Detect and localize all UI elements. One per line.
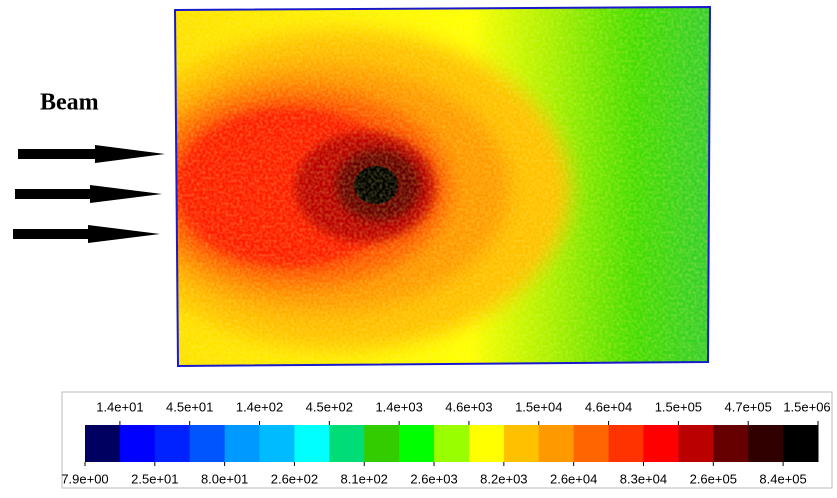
colorbar-tick-label: 8.1e+02	[341, 471, 388, 486]
colorbar-tick-label: 4.5e+01	[166, 399, 213, 414]
colorbar-tick-label: 4.7e+05	[725, 399, 772, 414]
colorbar-tick-label: 2.6e+03	[410, 471, 457, 486]
arrow	[18, 145, 165, 163]
beam-label: Beam	[40, 90, 99, 116]
colorbar-tick-label: 7.9e+00	[61, 471, 108, 486]
colorbar-tick-label: 4.5e+02	[306, 399, 353, 414]
arrow	[15, 185, 162, 203]
heatmap-field	[175, 7, 710, 366]
colorbar-tick-label: 2.6e+04	[550, 471, 597, 486]
colorbar-segment	[329, 425, 365, 462]
colorbar-segment	[538, 425, 575, 462]
colorbar-tick-label: 4.6e+03	[445, 399, 492, 414]
colorbar-segment	[189, 425, 226, 462]
colorbar-segment	[713, 425, 749, 462]
domain-border	[173, 5, 712, 368]
colorbar-tick-label: 4.6e+04	[585, 399, 632, 414]
colorbar-tick-label: 1.4e+01	[96, 399, 143, 414]
colorbar-segment	[434, 425, 470, 462]
colorbar-tick-label: 8.3e+04	[620, 471, 667, 486]
colorbar-tick-label: 1.5e+06	[783, 399, 830, 414]
colorbar: 7.9e+00 1.4e+01 2.5e+01 4.5e+01 8.0e+01 1.4e+…	[61, 399, 830, 486]
colorbar-tick-label: 1.4e+02	[236, 399, 283, 414]
colorbar-segment	[224, 425, 261, 462]
colorbar-segment	[608, 425, 644, 462]
colorbar-panel	[61, 391, 833, 489]
colorbar-tick-label: 8.0e+01	[201, 471, 248, 486]
colorbar-segment	[503, 425, 540, 462]
colorbar-segment	[399, 425, 435, 462]
colorbar-segment	[573, 425, 610, 462]
colorbar-segment	[748, 425, 784, 462]
arrow	[13, 225, 160, 243]
colorbar-tick-label: 1.5e+05	[655, 399, 702, 414]
colorbar-segment	[259, 425, 295, 462]
colorbar-tick-label: 2.6e+02	[271, 471, 318, 486]
colorbar-segment	[678, 425, 714, 462]
colorbar-segment	[85, 425, 121, 462]
colorbar-tick-label: 1.5e+04	[515, 399, 562, 414]
colorbar-segment	[643, 425, 679, 462]
colorbar-segment	[783, 425, 819, 462]
field-noise	[175, 7, 710, 366]
colorbar-tick-label: 2.6e+05	[690, 471, 737, 486]
colorbar-segment	[154, 425, 191, 462]
colorbar-segment	[364, 425, 400, 462]
colorbar-segment	[119, 425, 156, 462]
beam-arrows	[13, 145, 165, 243]
colorbar-tick-label: 1.4e+03	[375, 399, 422, 414]
colorbar-tick-label: 8.2e+03	[480, 471, 527, 486]
colorbar-tick-label: 2.5e+01	[131, 471, 178, 486]
colorbar-segment	[468, 425, 505, 462]
colorbar-segment	[294, 425, 330, 462]
colorbar-tick-label: 8.4e+05	[759, 471, 806, 486]
